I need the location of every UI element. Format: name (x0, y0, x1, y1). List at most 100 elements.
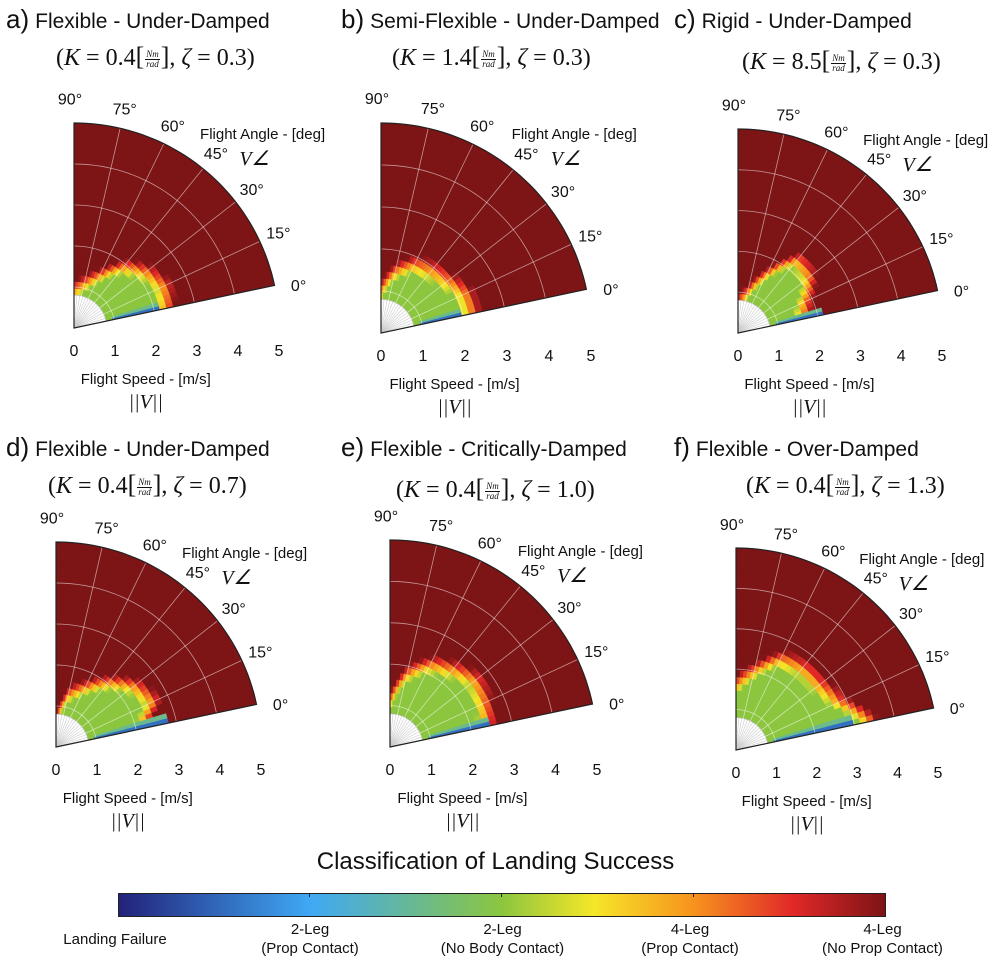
plot-outline (73, 122, 276, 329)
heatmap-cell (380, 179, 389, 188)
grid-spoke (389, 585, 521, 748)
angular-tick-label: 75° (429, 518, 453, 535)
heatmap-cell (68, 597, 77, 606)
angular-axis-label: Flight Angle - [deg] (512, 126, 637, 143)
polar-grid (73, 128, 260, 329)
plot-outline (380, 122, 588, 334)
radial-tick-label: 0 (386, 762, 395, 779)
colorbar-tick (501, 893, 502, 897)
angular-tick-label: 30° (903, 188, 927, 205)
radial-tick-label: 5 (257, 762, 266, 779)
heatmap-cell (380, 214, 387, 223)
heatmap-cell (737, 162, 747, 171)
grid-spoke (380, 128, 429, 334)
heatmap-cell (73, 163, 82, 172)
grid-spoke (737, 300, 745, 334)
heatmap-cell (398, 553, 408, 562)
radial-tick-label: 5 (593, 762, 602, 779)
heatmap-cell (90, 137, 101, 146)
heatmap-cell (380, 228, 387, 237)
heatmap-cell (87, 164, 97, 174)
angular-axis-symbol: V∠ (221, 567, 251, 589)
heatmap-cell (77, 246, 82, 255)
radial-axis-label: Flight Speed - [m/s] (742, 793, 872, 810)
heatmap-cell (64, 555, 74, 564)
grid-spoke (389, 720, 410, 748)
heatmap-cell (749, 595, 758, 605)
heatmap-cell (744, 554, 755, 563)
heatmap-cell (745, 629, 753, 638)
grid-spoke (389, 545, 437, 748)
grid-spoke (735, 725, 758, 751)
angular-tick-label: 15° (925, 649, 949, 666)
angular-tick-label: 15° (578, 228, 602, 245)
heatmap-cell (59, 665, 64, 674)
angular-tick-label: 75° (95, 520, 119, 537)
radial-tick-label: 2 (815, 348, 824, 365)
grid-spoke (735, 720, 751, 751)
heatmap-cell (740, 642, 747, 651)
heatmap-cell (69, 583, 79, 593)
radial-axis-label: Flight Speed - [m/s] (397, 790, 527, 807)
heatmap-cell (743, 568, 753, 577)
heatmap-cell (389, 560, 399, 569)
panel-params: (K = 1.4[Nm rad], ζ = 0.3) (392, 42, 591, 71)
heatmap-cell (67, 604, 76, 613)
panel-title: a) Flexible - Under-Damped (6, 4, 270, 35)
units-numerator: Nm (835, 476, 850, 488)
heatmap-cell (394, 172, 404, 182)
grid-spoke (73, 128, 121, 329)
angular-tick-label: 90° (722, 98, 746, 115)
grid-spoke (55, 720, 76, 748)
heatmap-cell (71, 563, 82, 572)
heatmap-cell (735, 547, 746, 556)
angular-tick-label: 0° (291, 278, 306, 295)
heatmap-cell (751, 170, 761, 179)
panel-label: a) (6, 4, 30, 34)
grid-spoke (737, 301, 748, 334)
grid-spoke (389, 724, 415, 748)
heatmap-cell (55, 624, 62, 633)
grid-spoke (73, 298, 89, 329)
grid-spoke (73, 312, 104, 329)
radial-tick-label: 2 (468, 762, 477, 779)
heatmap-cell (742, 211, 750, 219)
heatmap-cell (400, 623, 408, 632)
heatmap-cell (389, 581, 398, 590)
heatmap-cell (64, 548, 75, 557)
stiffness-value: 0.4 (105, 45, 136, 71)
grid-spoke (55, 716, 68, 748)
heatmap-cell (746, 135, 757, 144)
heatmap-cell (389, 602, 397, 611)
heatmap-cell (747, 616, 755, 625)
radial-axis-symbol: ||V|| (445, 810, 479, 832)
heatmap-cell (737, 210, 744, 219)
colorbar-tick (309, 893, 310, 897)
heatmap-cell (55, 569, 65, 577)
grid-spoke (55, 724, 81, 748)
heatmap-cell (742, 588, 751, 597)
angular-tick-label: 15° (929, 231, 953, 248)
radial-tick-label: 3 (175, 762, 184, 779)
heatmap-cell (386, 186, 395, 195)
heatmap-cell (397, 137, 408, 147)
angular-tick-label: 90° (374, 508, 398, 525)
heatmap-cell (394, 623, 402, 632)
heatmap-cell (393, 186, 402, 196)
heatmap-cell (389, 567, 399, 576)
heatmap-cell (80, 177, 88, 186)
grid-spoke (735, 719, 748, 751)
units-denominator: rad (836, 486, 849, 497)
heatmap-cell (55, 610, 63, 619)
heatmap-cell (92, 185, 101, 195)
angular-axis-label: Flight Angle - [deg] (182, 545, 307, 562)
grid-spoke (737, 304, 756, 334)
radial-tick-label: 5 (938, 348, 947, 365)
units-numerator: Nm (481, 48, 496, 60)
heatmap-cell (735, 642, 742, 651)
radial-axis-symbol: ||V|| (129, 391, 163, 413)
legend-entry-4leg-noprop: 4-Leg (No Prop Contact) (822, 921, 943, 957)
polar-heatmap: 0 1 2 3 4 50°15°30°45°60°75°90°Flight Speed -… (365, 91, 637, 418)
units-numerator: Nm (137, 476, 152, 488)
heatmap-cell (737, 231, 743, 240)
